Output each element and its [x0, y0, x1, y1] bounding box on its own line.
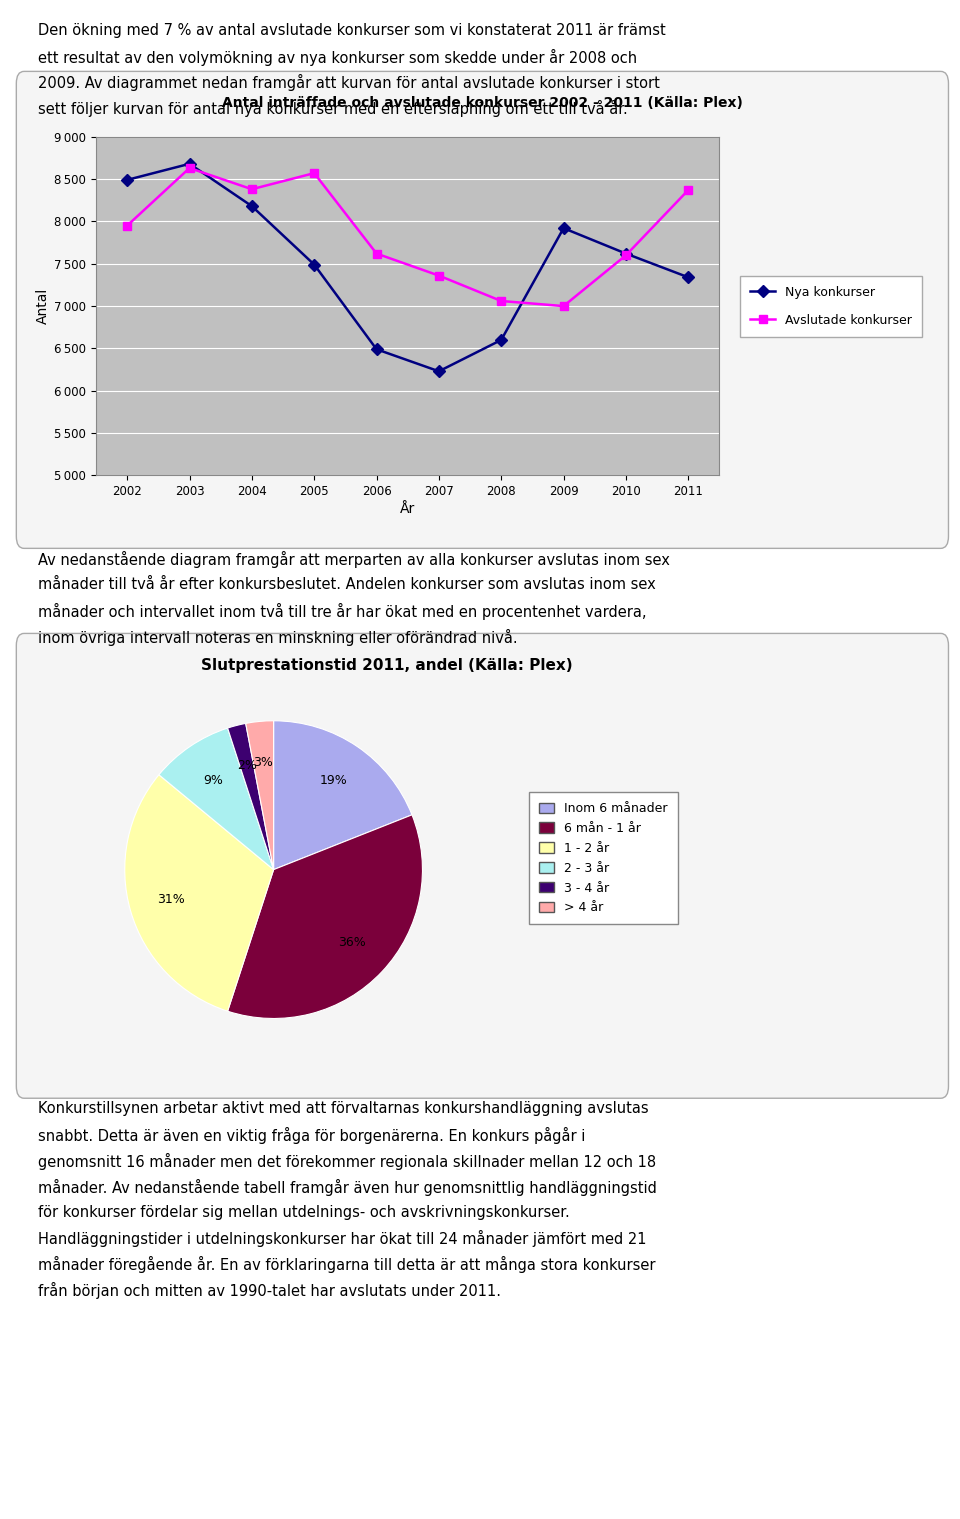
Text: månader till två år efter konkursbeslutet. Andelen konkurser som avslutas inom s: månader till två år efter konkursbeslute… — [38, 577, 656, 592]
Nya konkurser — [683, 269, 694, 287]
Text: 36%: 36% — [338, 937, 366, 949]
Text: sett följer kurvan för antal nya konkurser med en eftersläpning om ett till två : sett följer kurvan för antal nya konkurs… — [38, 100, 628, 117]
Text: inom övriga intervall noteras en minskning eller oförändrad nivå.: inom övriga intervall noteras en minskni… — [38, 629, 518, 646]
Text: för konkurser fördelar sig mellan utdelnings- och avskrivningskonkurser.: för konkurser fördelar sig mellan utdeln… — [38, 1205, 570, 1220]
Nya konkurser — [371, 340, 382, 358]
Wedge shape — [274, 722, 412, 869]
Text: månader föregående år. En av förklaringarna till detta är att många stora konkur: månader föregående år. En av förklaringa… — [38, 1256, 656, 1273]
Wedge shape — [228, 814, 422, 1018]
Text: ett resultat av den volymökning av nya konkurser som skedde under år 2008 och: ett resultat av den volymökning av nya k… — [38, 49, 637, 65]
Text: Konkurstillsynen arbetar aktivt med att förvaltarnas konkurshandläggning avsluta: Konkurstillsynen arbetar aktivt med att … — [38, 1101, 649, 1116]
Wedge shape — [125, 775, 274, 1012]
Avslutade konkurser — [371, 245, 382, 263]
Avslutade konkurser — [246, 181, 257, 199]
Text: 3%: 3% — [253, 756, 274, 770]
Y-axis label: Antal: Antal — [36, 289, 50, 324]
Text: 9%: 9% — [204, 775, 224, 787]
Text: 31%: 31% — [156, 893, 184, 905]
Legend: Nya konkurser, Avslutade konkurser: Nya konkurser, Avslutade konkurser — [740, 275, 922, 337]
Nya konkurser — [308, 255, 320, 273]
Avslutade konkurser — [308, 164, 320, 182]
Text: från början och mitten av 1990-talet har avslutats under 2011.: från början och mitten av 1990-talet har… — [38, 1282, 501, 1299]
Avslutade konkurser — [558, 298, 569, 316]
Wedge shape — [159, 728, 274, 869]
Text: snabbt. Detta är även en viktig fråga för borgenärerna. En konkurs pågår i: snabbt. Detta är även en viktig fråga fö… — [38, 1127, 586, 1144]
Text: Slutprestationstid 2011, andel (Källa: Plex): Slutprestationstid 2011, andel (Källa: P… — [201, 658, 572, 673]
Line: Avslutade konkurser: Avslutade konkurser — [123, 164, 692, 310]
Text: 19%: 19% — [320, 775, 348, 787]
Text: Antal inträffade och avslutade konkurser 2002 - 2011 (Källa: Plex): Antal inträffade och avslutade konkurser… — [222, 96, 743, 109]
Text: 2%: 2% — [237, 760, 257, 772]
Avslutade konkurser — [183, 159, 195, 178]
Text: månader och intervallet inom två till tre år har ökat med en procentenhet varder: månader och intervallet inom två till tr… — [38, 603, 647, 620]
Avslutade konkurser — [620, 246, 632, 264]
Line: Nya konkurser: Nya konkurser — [123, 159, 692, 375]
Avslutade konkurser — [495, 292, 507, 310]
Text: 2009. Av diagrammet nedan framgår att kurvan för antal avslutade konkurser i sto: 2009. Av diagrammet nedan framgår att ku… — [38, 74, 660, 91]
Nya konkurser — [246, 197, 257, 216]
Nya konkurser — [183, 155, 195, 173]
Text: Den ökning med 7 % av antal avslutade konkurser som vi konstaterat 2011 är främs: Den ökning med 7 % av antal avslutade ko… — [38, 23, 666, 38]
Text: genomsnitt 16 månader men det förekommer regionala skillnader mellan 12 och 18: genomsnitt 16 månader men det förekommer… — [38, 1153, 657, 1170]
Wedge shape — [246, 722, 274, 869]
Avslutade konkurser — [683, 181, 694, 199]
Nya konkurser — [121, 170, 132, 188]
Nya konkurser — [620, 245, 632, 263]
Text: Av nedanstående diagram framgår att merparten av alla konkurser avslutas inom se: Av nedanstående diagram framgår att merp… — [38, 551, 670, 568]
Nya konkurser — [558, 219, 569, 237]
Nya konkurser — [495, 331, 507, 349]
X-axis label: År: År — [400, 503, 416, 516]
Avslutade konkurser — [433, 266, 444, 284]
Nya konkurser — [433, 362, 444, 380]
Avslutade konkurser — [121, 217, 132, 235]
Text: Handläggningstider i utdelningskonkurser har ökat till 24 månader jämfört med 21: Handläggningstider i utdelningskonkurser… — [38, 1230, 647, 1247]
Legend: Inom 6 månader, 6 mån - 1 år, 1 - 2 år, 2 - 3 år, 3 - 4 år, > 4 år: Inom 6 månader, 6 mån - 1 år, 1 - 2 år, … — [530, 791, 678, 925]
Wedge shape — [228, 723, 274, 869]
Text: månader. Av nedanstående tabell framgår även hur genomsnittlig handläggningstid: månader. Av nedanstående tabell framgår … — [38, 1179, 658, 1195]
